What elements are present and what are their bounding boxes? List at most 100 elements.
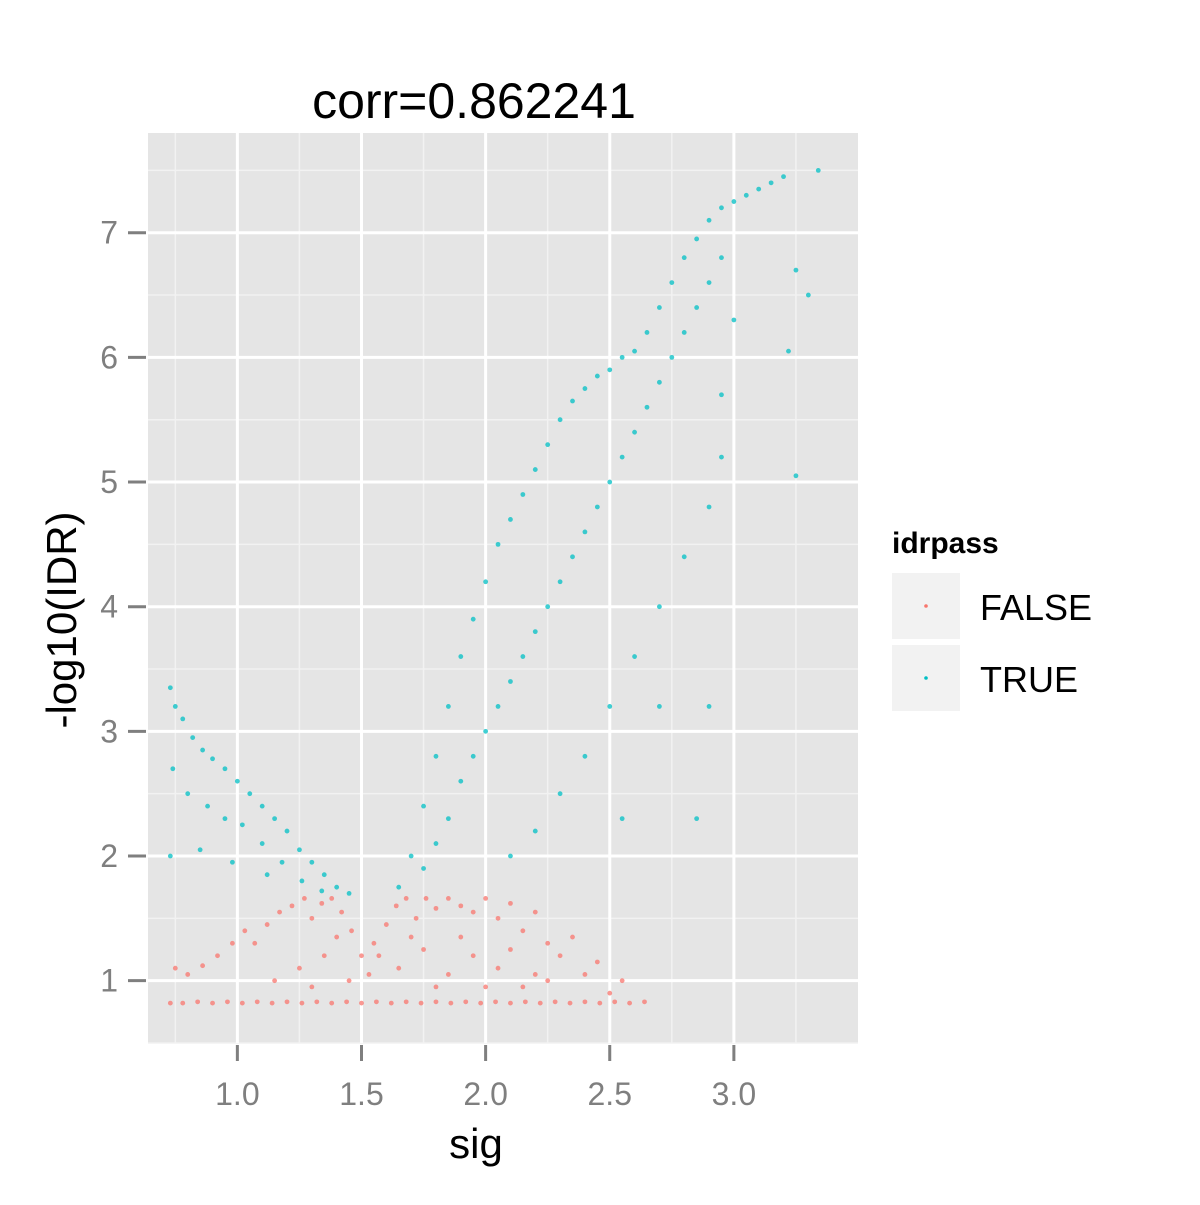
point-false <box>445 972 451 977</box>
point-false <box>433 905 439 911</box>
point-true <box>508 679 513 684</box>
legend: idrpass FALSE TRUE <box>892 527 1092 711</box>
point-false <box>277 909 282 915</box>
point-true <box>719 255 724 261</box>
point-true <box>570 554 575 560</box>
point-false <box>421 947 426 952</box>
y-axis: 1 2 3 4 5 6 7 <box>100 215 146 999</box>
point-false <box>567 1000 573 1006</box>
point-true <box>793 267 799 273</box>
point-true <box>259 841 265 846</box>
point-true <box>743 192 749 198</box>
point-true <box>421 866 426 871</box>
point-true <box>644 330 650 335</box>
point-false <box>582 972 588 977</box>
point-false <box>448 1000 454 1006</box>
point-false <box>445 895 451 901</box>
point-true <box>299 878 305 884</box>
point-true <box>582 529 588 535</box>
x-tick-label: 2.5 <box>588 1076 632 1112</box>
point-false <box>167 1000 173 1006</box>
point-true <box>594 504 600 510</box>
point-true <box>681 255 687 261</box>
point-true <box>508 517 513 522</box>
x-tick-label: 2.0 <box>463 1076 507 1112</box>
point-true <box>483 728 489 734</box>
point-false <box>319 900 325 906</box>
legend-swatch-false <box>924 604 928 608</box>
point-false <box>520 928 526 934</box>
point-false <box>284 999 290 1005</box>
point-false <box>557 953 563 959</box>
point-true <box>284 828 290 834</box>
point-true <box>495 541 501 547</box>
point-false <box>172 965 178 971</box>
y-tick-label: 4 <box>100 589 118 625</box>
point-false <box>339 909 345 915</box>
point-false <box>433 984 439 990</box>
point-true <box>656 379 662 385</box>
point-false <box>321 953 327 959</box>
point-true <box>205 803 210 809</box>
point-true <box>694 236 700 242</box>
y-tick-label: 3 <box>100 713 118 749</box>
point-true <box>279 859 285 865</box>
point-false <box>334 934 340 940</box>
point-true <box>706 504 712 510</box>
point-true <box>607 704 613 709</box>
point-false <box>359 1000 364 1006</box>
point-true <box>619 354 625 360</box>
point-true <box>172 704 178 709</box>
point-false <box>495 965 501 971</box>
point-false <box>195 999 201 1005</box>
point-false <box>344 999 350 1005</box>
point-true <box>421 803 426 809</box>
point-false <box>433 999 439 1005</box>
point-true <box>508 853 513 859</box>
point-false <box>423 895 429 901</box>
point-true <box>470 753 476 759</box>
point-false <box>329 1000 335 1006</box>
point-false <box>597 1000 603 1006</box>
point-false <box>470 909 476 915</box>
point-false <box>225 999 230 1005</box>
point-false <box>383 922 389 927</box>
point-true <box>180 716 186 722</box>
point-true <box>170 766 176 772</box>
point-true <box>520 654 526 659</box>
point-false <box>371 940 377 946</box>
point-true <box>557 417 563 423</box>
point-true <box>681 330 687 335</box>
point-true <box>396 884 402 890</box>
point-false <box>252 940 258 946</box>
point-false <box>373 999 379 1005</box>
point-false <box>520 984 526 990</box>
point-true <box>619 454 625 460</box>
point-true <box>681 554 687 560</box>
point-false <box>483 895 489 901</box>
point-true <box>222 766 228 772</box>
points-layer <box>167 167 821 1006</box>
point-true <box>433 753 439 759</box>
point-true <box>656 604 662 610</box>
grid-major <box>148 133 858 1043</box>
grid-minor <box>148 133 858 1044</box>
point-true <box>632 654 637 659</box>
point-false <box>314 999 320 1005</box>
point-false <box>463 999 469 1005</box>
point-false <box>508 1000 513 1006</box>
point-false <box>537 1000 543 1006</box>
point-true <box>247 791 253 797</box>
legend-entry-false: FALSE <box>892 573 1092 639</box>
point-true <box>230 859 235 865</box>
point-false <box>413 915 419 921</box>
point-false <box>418 1000 424 1006</box>
point-true <box>607 479 613 485</box>
y-tick-label: 2 <box>100 838 118 874</box>
point-true <box>632 348 637 354</box>
point-true <box>239 822 245 828</box>
point-true <box>669 280 675 285</box>
point-true <box>694 305 700 310</box>
point-true <box>786 348 791 354</box>
